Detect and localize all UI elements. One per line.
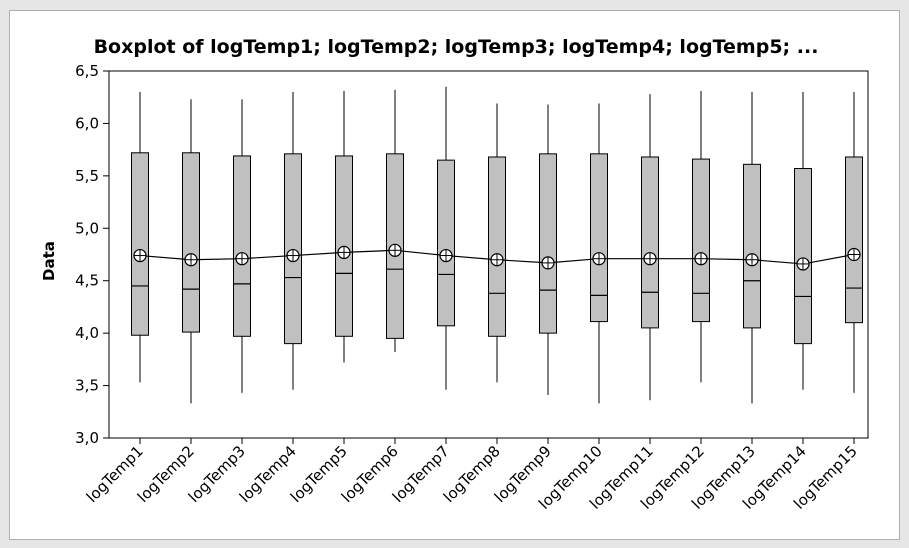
y-tick-label: 3,5	[75, 377, 99, 395]
mean-marker	[490, 253, 504, 267]
y-tick-label: 3,0	[75, 429, 99, 447]
box	[131, 152, 149, 336]
box	[794, 168, 812, 345]
plot-layer: 3,03,54,04,55,05,56,06,5logTemp1logTemp2…	[75, 62, 869, 513]
y-axis-label: Data	[40, 241, 58, 281]
box	[845, 156, 863, 324]
mean-marker	[133, 248, 147, 263]
box	[692, 158, 710, 323]
chart-area: Boxplot of logTemp1; logTemp2; logTemp3;…	[9, 10, 900, 540]
box	[641, 156, 659, 329]
y-tick-label: 5,5	[75, 167, 99, 185]
mean-marker	[439, 248, 453, 263]
mean-marker	[184, 253, 198, 267]
mean-marker	[388, 243, 402, 257]
y-tick-label: 4,0	[75, 324, 99, 342]
mean-marker	[847, 247, 861, 262]
mean-marker	[694, 252, 708, 266]
box	[539, 153, 557, 334]
boxplot-chart: Boxplot of logTemp1; logTemp2; logTemp3;…	[40, 36, 869, 513]
chart-title: Boxplot of logTemp1; logTemp2; logTemp3;…	[94, 36, 819, 58]
box	[743, 163, 761, 329]
box	[437, 159, 455, 327]
y-tick-label: 6,5	[75, 62, 99, 80]
y-tick-label: 4,5	[75, 272, 99, 290]
box	[182, 152, 200, 333]
mean-marker	[337, 245, 351, 260]
mean-marker	[796, 257, 810, 271]
mean-marker	[592, 252, 606, 266]
box	[590, 153, 608, 323]
mean-marker	[643, 252, 657, 266]
mean-marker	[745, 253, 759, 267]
mean-marker	[286, 248, 300, 263]
mean-marker	[235, 252, 249, 266]
y-tick-label: 5,0	[75, 219, 99, 237]
box	[233, 155, 251, 337]
box	[284, 153, 302, 345]
box	[488, 156, 506, 337]
mean-marker	[541, 256, 555, 270]
y-tick-label: 6,0	[75, 114, 99, 132]
